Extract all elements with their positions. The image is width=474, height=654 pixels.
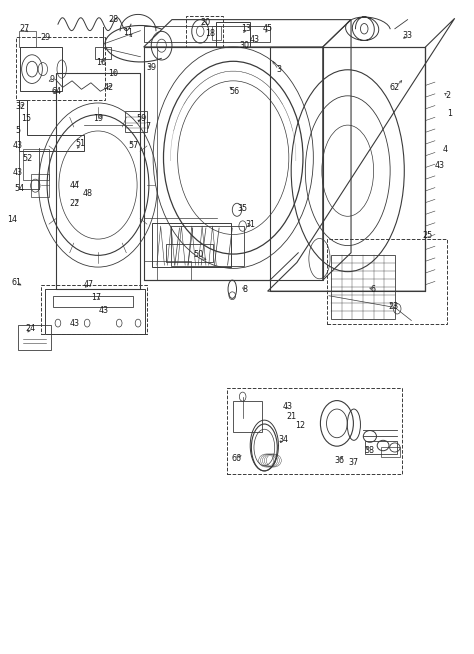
Text: 16: 16 — [96, 58, 106, 67]
Text: 17: 17 — [91, 293, 101, 302]
Text: 62: 62 — [390, 83, 400, 92]
Text: 8: 8 — [243, 284, 248, 294]
Text: 4: 4 — [443, 145, 448, 154]
Text: 57: 57 — [128, 141, 138, 150]
Text: 44: 44 — [69, 181, 80, 190]
Bar — [20, 47, 62, 92]
Text: 43: 43 — [13, 141, 23, 150]
Bar — [41, 284, 147, 334]
Bar — [171, 226, 244, 266]
Text: 33: 33 — [402, 31, 412, 40]
Text: 56: 56 — [229, 87, 239, 95]
Bar — [95, 47, 111, 59]
Bar — [144, 47, 157, 280]
Bar — [23, 149, 48, 181]
Text: 13: 13 — [241, 24, 251, 33]
Text: 43: 43 — [69, 319, 80, 328]
Bar — [125, 111, 147, 131]
Text: 61: 61 — [11, 278, 21, 287]
Text: 25: 25 — [423, 232, 433, 240]
Bar — [186, 16, 223, 47]
Bar — [144, 47, 323, 280]
Text: 11: 11 — [123, 28, 133, 37]
Text: 2: 2 — [446, 92, 451, 100]
Text: 43: 43 — [435, 161, 445, 170]
Text: 37: 37 — [349, 458, 359, 467]
Text: 14: 14 — [7, 215, 17, 224]
Text: 38: 38 — [365, 446, 375, 455]
Text: 39: 39 — [146, 63, 156, 73]
Text: 29: 29 — [40, 33, 50, 43]
Text: 35: 35 — [237, 204, 248, 213]
Text: 64: 64 — [52, 87, 62, 95]
Bar — [327, 239, 447, 324]
Text: 43: 43 — [250, 35, 260, 44]
Text: 1: 1 — [447, 109, 453, 118]
Bar — [31, 174, 49, 197]
Text: 36: 36 — [335, 456, 345, 465]
Bar — [216, 22, 250, 47]
Text: 19: 19 — [93, 114, 103, 123]
Text: 22: 22 — [69, 199, 80, 208]
Bar — [55, 73, 140, 289]
Bar — [233, 402, 263, 432]
Text: 50: 50 — [193, 250, 203, 258]
Text: 23: 23 — [388, 301, 399, 311]
Bar — [212, 26, 221, 41]
Bar — [270, 47, 426, 291]
Text: 10: 10 — [109, 69, 118, 78]
Text: 20: 20 — [200, 18, 210, 27]
Text: 48: 48 — [82, 189, 92, 198]
Text: 42: 42 — [104, 83, 114, 92]
Text: 43: 43 — [13, 167, 23, 177]
Text: 28: 28 — [109, 15, 118, 24]
Text: 15: 15 — [21, 114, 31, 123]
Text: 24: 24 — [26, 324, 36, 333]
Bar — [227, 388, 402, 473]
Text: 6: 6 — [370, 284, 375, 294]
Text: 52: 52 — [22, 154, 32, 164]
Bar — [18, 325, 51, 350]
Bar — [16, 37, 105, 100]
Text: 7: 7 — [146, 122, 151, 131]
Text: 21: 21 — [286, 413, 296, 421]
Text: 12: 12 — [296, 421, 306, 430]
Bar — [144, 26, 270, 42]
Text: 32: 32 — [15, 103, 25, 111]
Text: 47: 47 — [83, 280, 94, 289]
Text: 5: 5 — [15, 126, 20, 135]
Text: 27: 27 — [19, 24, 29, 33]
Bar — [152, 223, 231, 267]
Bar — [166, 244, 213, 262]
Text: 9: 9 — [50, 75, 55, 84]
Text: 43: 43 — [283, 402, 293, 411]
Text: 54: 54 — [14, 184, 24, 194]
Text: 43: 43 — [99, 306, 109, 315]
Text: 30: 30 — [239, 41, 249, 50]
Text: 31: 31 — [245, 220, 255, 229]
Text: 66: 66 — [231, 454, 241, 463]
Text: 3: 3 — [276, 65, 281, 75]
Bar — [53, 296, 133, 307]
Text: 51: 51 — [75, 139, 86, 148]
Bar — [144, 260, 191, 280]
Text: 18: 18 — [205, 29, 215, 39]
Text: 59: 59 — [137, 114, 147, 123]
Text: 34: 34 — [278, 434, 288, 443]
Bar — [381, 447, 400, 457]
Text: 45: 45 — [263, 24, 273, 33]
Bar — [365, 441, 397, 454]
Bar — [331, 255, 395, 319]
Bar — [19, 31, 36, 47]
